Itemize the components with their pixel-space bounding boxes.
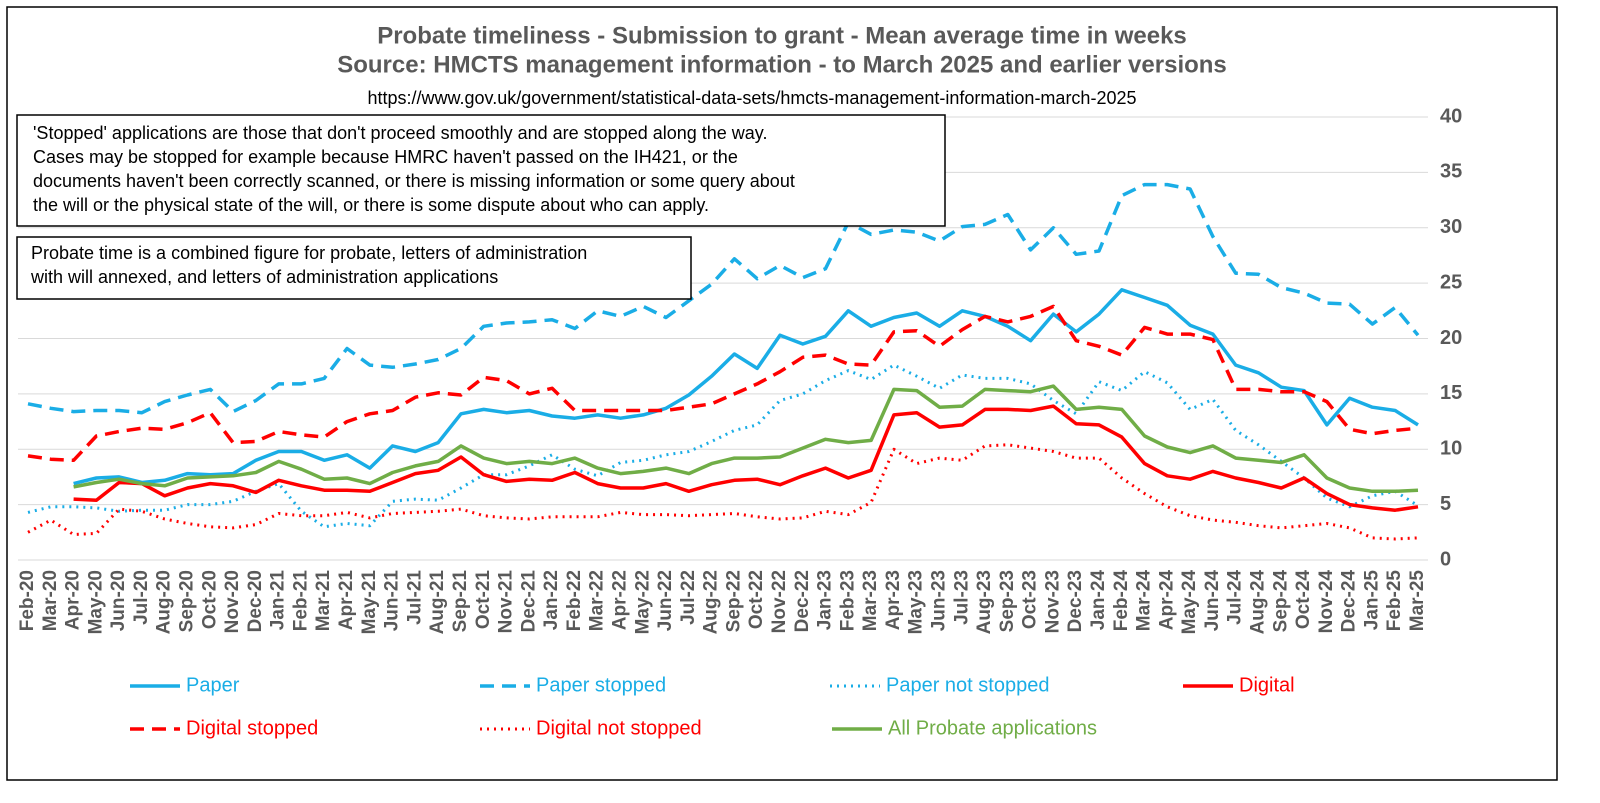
y-tick-label: 25 (1440, 271, 1462, 293)
series-line (73, 384, 1419, 494)
chart-subtitle: https://www.gov.uk/government/statistica… (368, 88, 1137, 108)
x-tick-label: Jun-24 (1202, 570, 1223, 632)
x-tick-label: Oct-20 (199, 570, 220, 629)
x-tick-label: Feb-23 (837, 570, 858, 631)
legend-label: Digital not stopped (536, 717, 702, 739)
series-line (73, 288, 1419, 486)
y-tick-label: 35 (1440, 161, 1462, 183)
series-line (27, 304, 1419, 463)
x-tick-label: Dec-22 (792, 570, 813, 632)
x-tick-label: Aug-24 (1248, 570, 1269, 635)
x-tick-label: Jun-22 (655, 570, 676, 631)
x-tick-label: Feb-24 (1111, 570, 1132, 632)
x-tick-label: Dec-20 (245, 570, 266, 632)
note-text: with will annexed, and letters of admini… (30, 267, 498, 287)
x-tick-label: Jun-21 (382, 570, 403, 632)
x-tick-label: Apr-23 (883, 570, 904, 630)
series-line (73, 404, 1419, 512)
x-tick-label: Nov-23 (1042, 570, 1063, 633)
x-tick-label: Jan-22 (541, 570, 562, 630)
x-tick-label: Feb-22 (564, 570, 585, 631)
series-line (27, 182, 1420, 415)
x-tick-label: Jan-25 (1361, 570, 1382, 631)
x-tick-label: Mar-25 (1407, 570, 1428, 632)
x-tick-label: May-20 (85, 570, 106, 634)
x-tick-label: Mar-22 (587, 570, 608, 631)
x-tick-label: Aug-20 (154, 570, 175, 634)
note-box (16, 114, 946, 227)
y-tick-label: 30 (1440, 216, 1462, 238)
x-tick-label: May-24 (1179, 570, 1200, 635)
y-tick-label: 40 (1440, 105, 1462, 127)
x-tick-label: Nov-20 (222, 570, 243, 633)
x-tick-label: Oct-21 (473, 570, 494, 630)
legend-label: Digital (1239, 674, 1295, 696)
x-tick-label: May-23 (906, 570, 927, 634)
x-tick-label: Jul-24 (1225, 570, 1246, 625)
x-tick-label: Mar-21 (313, 570, 334, 632)
series-line (27, 443, 1419, 541)
x-tick-label: Sep-22 (723, 570, 744, 632)
x-tick-label: Jul-22 (678, 570, 699, 625)
x-tick-label: Apr-22 (609, 570, 630, 630)
x-tick-label: Sep-23 (997, 570, 1018, 632)
y-tick-label: 5 (1440, 493, 1451, 515)
legend-label: All Probate applications (888, 717, 1097, 739)
x-tick-label: Sep-20 (177, 570, 198, 632)
y-tick-label: 10 (1440, 438, 1462, 460)
note-text: the will or the physical state of the wi… (33, 195, 709, 215)
x-tick-label: Jul-23 (951, 570, 972, 625)
note-text: 'Stopped' applications are those that do… (33, 123, 767, 143)
x-tick-label: Aug-21 (427, 570, 448, 635)
note-text: Cases may be stopped for example because… (33, 147, 738, 167)
x-tick-label: Oct-23 (1020, 570, 1041, 629)
x-tick-label: Feb-21 (290, 570, 311, 632)
chart-title: Probate timeliness - Submission to grant… (377, 22, 1187, 49)
x-tick-label: Aug-23 (974, 570, 995, 634)
plot: 0 5 10 15 20 25 30 35 40 Feb-20 Mar-20 Apr-20 May-20… (17, 105, 1462, 739)
notes: 'Stopped' applications are those that do… (16, 114, 946, 300)
x-tick-label: Apr-20 (63, 570, 84, 630)
x-tick-label: Oct-24 (1293, 570, 1314, 630)
x-tick-label: Sep-24 (1270, 570, 1291, 633)
x-tick-label: May-22 (632, 570, 653, 634)
x-tick-label: Dec-24 (1339, 570, 1360, 633)
x-tick-label: Oct-22 (746, 570, 767, 629)
x-tick-label: Sep-21 (450, 570, 471, 633)
x-tick-label: Feb-20 (17, 570, 38, 631)
x-tick-label: Jun-20 (108, 570, 129, 631)
x-tick-label: Mar-20 (40, 570, 61, 631)
x-tick-label: Jan-23 (815, 570, 836, 630)
legend-label: Paper not stopped (886, 674, 1049, 696)
x-tick-label: May-21 (359, 570, 380, 635)
x-tick-label: Feb-25 (1384, 570, 1405, 632)
x-tick-label: Apr-21 (336, 570, 357, 631)
x-tick-label: Aug-22 (701, 570, 722, 634)
x-tick-label: Jan-24 (1088, 570, 1109, 631)
chart-title: Source: HMCTS management information - t… (337, 51, 1227, 78)
x-tick-label: Nov-24 (1316, 570, 1337, 634)
note-box (16, 236, 692, 300)
x-tick-label: Jun-23 (928, 570, 949, 631)
x-tick-label: Jul-20 (131, 570, 152, 625)
x-tick-label: Nov-21 (496, 570, 517, 634)
legend-label: Paper stopped (536, 674, 666, 696)
x-tick-label: Dec-21 (518, 570, 539, 633)
x-tick-label: Mar-23 (860, 570, 881, 631)
x-tick-label: Jul-21 (404, 570, 425, 625)
x-tick-label: Nov-22 (769, 570, 790, 633)
y-tick-label: 15 (1440, 382, 1462, 404)
note-text: documents haven't been correctly scanned… (33, 171, 795, 191)
x-tick-label: Mar-24 (1134, 570, 1155, 632)
note-text: Probate time is a combined figure for pr… (31, 243, 587, 263)
y-tick-label: 20 (1440, 327, 1462, 349)
x-tick-label: Apr-24 (1156, 570, 1177, 631)
legend-label: Paper (186, 674, 240, 696)
y-tick-label: 0 (1440, 548, 1451, 570)
x-tick-label: Jan-21 (268, 570, 289, 631)
legend-label: Digital stopped (186, 717, 318, 739)
x-tick-label: Dec-23 (1065, 570, 1086, 632)
